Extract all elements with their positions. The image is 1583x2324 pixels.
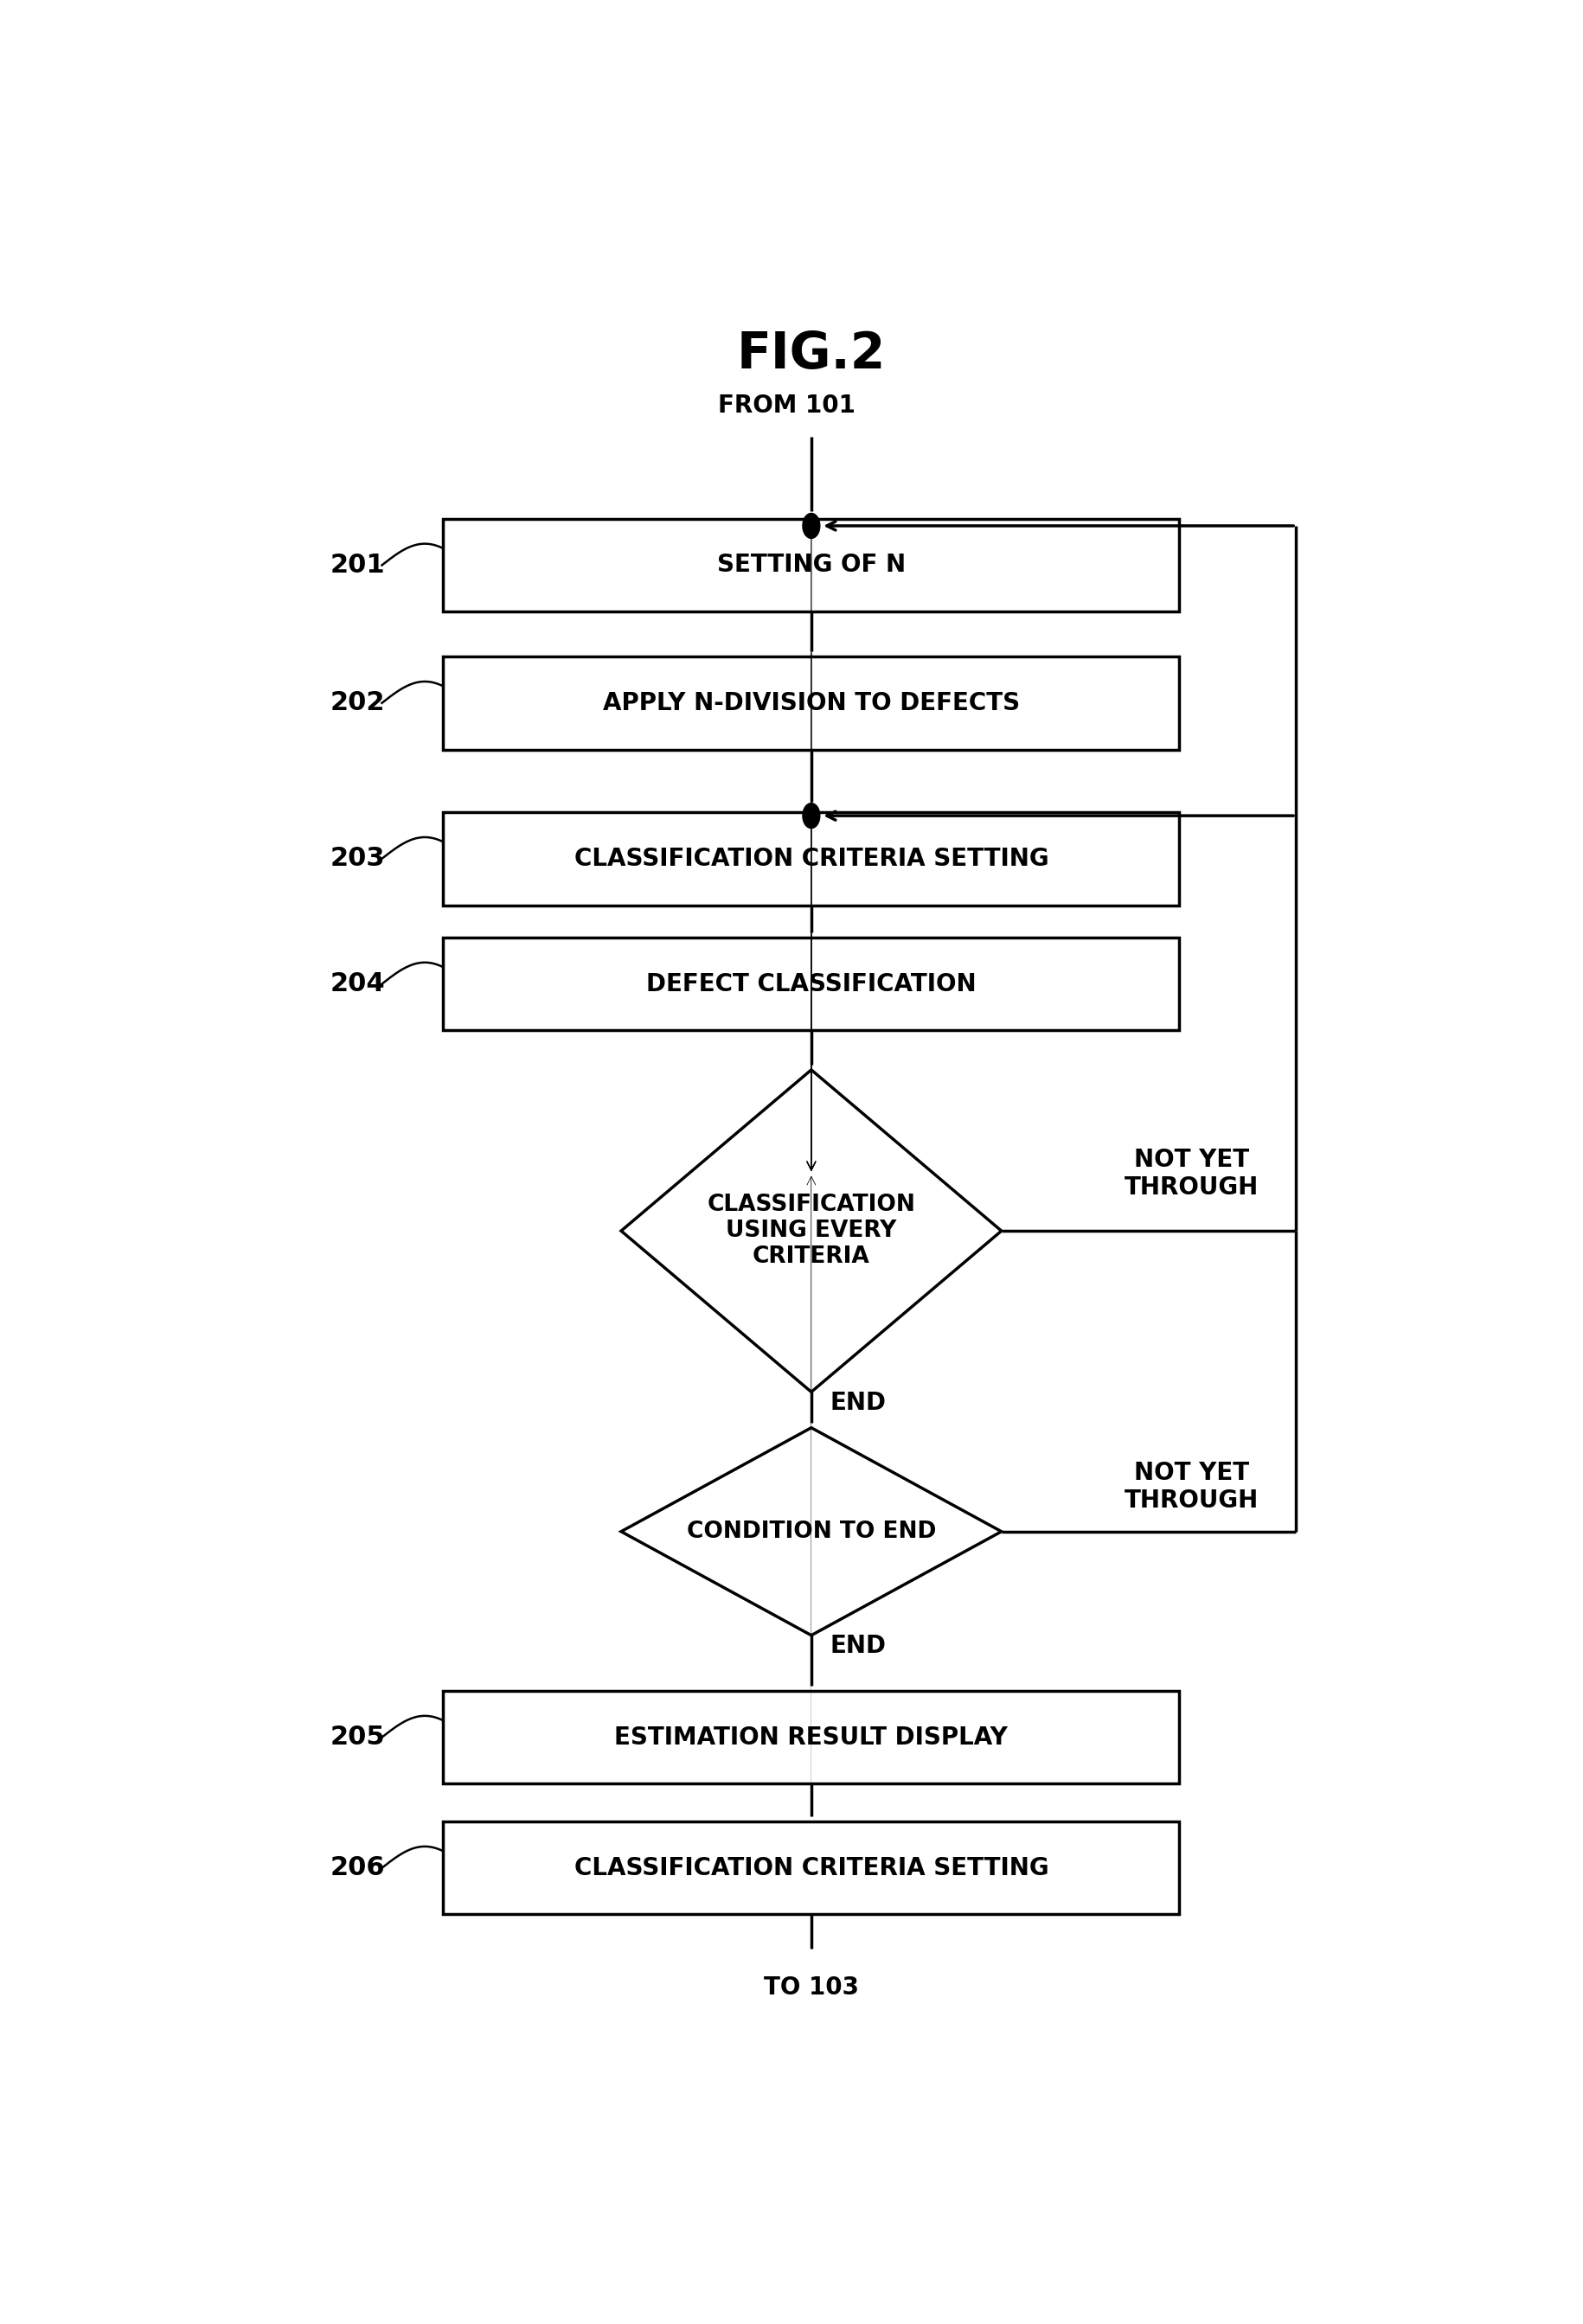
- Bar: [443, 518, 1179, 611]
- Circle shape: [803, 514, 820, 539]
- Circle shape: [803, 804, 820, 827]
- Text: 203: 203: [329, 846, 385, 872]
- Text: 201: 201: [329, 553, 385, 579]
- Bar: [443, 1822, 1179, 1915]
- Text: APPLY N-DIVISION TO DEFECTS: APPLY N-DIVISION TO DEFECTS: [603, 690, 1019, 716]
- Text: NOT YET
THROUGH: NOT YET THROUGH: [1124, 1462, 1258, 1513]
- Text: 205: 205: [329, 1724, 385, 1750]
- Bar: [443, 937, 1179, 1030]
- Bar: [443, 655, 1179, 751]
- Text: NOT YET
THROUGH: NOT YET THROUGH: [1124, 1148, 1258, 1199]
- Text: CONDITION TO END: CONDITION TO END: [687, 1520, 936, 1543]
- Text: CLASSIFICATION
USING EVERY
CRITERIA: CLASSIFICATION USING EVERY CRITERIA: [708, 1195, 915, 1269]
- Text: SETTING OF N: SETTING OF N: [717, 553, 905, 576]
- Bar: [443, 811, 1179, 904]
- Text: 202: 202: [329, 690, 385, 716]
- Text: 206: 206: [329, 1855, 385, 1880]
- Text: ESTIMATION RESULT DISPLAY: ESTIMATION RESULT DISPLAY: [614, 1724, 1008, 1750]
- Text: FIG.2: FIG.2: [736, 330, 886, 379]
- Bar: [443, 1692, 1179, 1785]
- Text: TO 103: TO 103: [763, 1975, 860, 2001]
- Text: FROM 101: FROM 101: [719, 393, 855, 418]
- Text: END: END: [829, 1390, 886, 1415]
- Text: 204: 204: [329, 971, 385, 997]
- Polygon shape: [621, 1069, 1002, 1392]
- Text: DEFECT CLASSIFICATION: DEFECT CLASSIFICATION: [646, 971, 977, 997]
- Polygon shape: [621, 1427, 1002, 1636]
- Text: END: END: [829, 1634, 886, 1657]
- Text: CLASSIFICATION CRITERIA SETTING: CLASSIFICATION CRITERIA SETTING: [575, 846, 1048, 872]
- Text: CLASSIFICATION CRITERIA SETTING: CLASSIFICATION CRITERIA SETTING: [575, 1857, 1048, 1880]
